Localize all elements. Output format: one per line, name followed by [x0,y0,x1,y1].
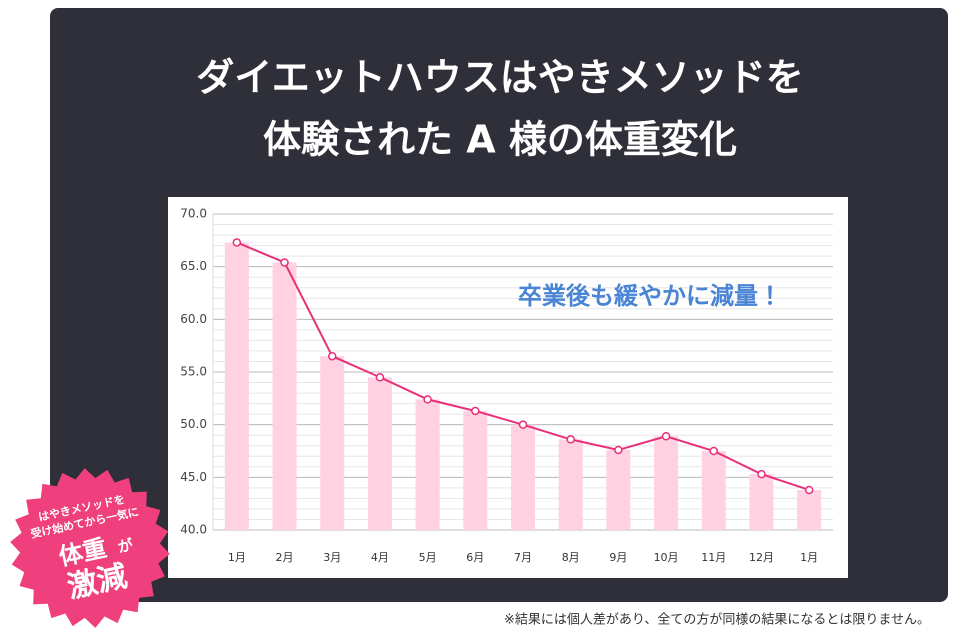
x-tick-label: 6月 [466,551,484,564]
x-tick-label: 2月 [276,551,294,564]
bar [606,449,631,530]
title-line: ダイエットハウスはやきメソッドを [196,56,804,100]
y-tick-label: 70.0 [180,207,207,221]
point [566,435,575,444]
y-tick-label: 45.0 [180,470,207,484]
x-tick-label: 3月 [323,551,341,564]
bar [320,356,345,530]
x-tick-label: 1月 [228,551,246,564]
x-tick-label: 1月 [800,551,818,564]
chart-area [168,197,848,578]
x-tick-label: 12月 [749,551,774,564]
title-line: 体験された A 様の体重変化 [263,118,737,162]
badge-star [10,468,170,628]
bar [224,242,249,530]
point [757,469,766,479]
y-tick-label: 40.0 [180,523,207,537]
point [471,406,480,416]
bar [415,399,440,530]
point [518,420,528,429]
point [709,446,719,456]
x-tick-label: 9月 [609,551,627,564]
x-tick-label: 4月 [371,551,389,564]
point [232,238,242,247]
y-tick-label: 55.0 [180,365,207,379]
x-tick-label: 7月 [514,551,532,564]
point [375,373,385,382]
y-tick-label: 60.0 [180,312,207,326]
point [661,432,671,441]
point [423,395,432,404]
bar [558,439,583,530]
x-tick-label: 8月 [562,551,580,564]
bar [654,436,679,530]
footnote: ※結果には個人差があり、全ての方が同様の結果になるとは限りません。 [504,612,930,628]
bar [272,262,297,530]
bar [463,410,488,530]
bar [749,474,774,530]
annotation: 卒業後も緩やかに減量！ [518,282,782,310]
y-tick-label: 65.0 [180,259,207,273]
point [280,258,289,267]
point [327,351,337,361]
x-tick-label: 5月 [419,551,437,564]
point [614,445,623,455]
bar [797,489,822,530]
bar [701,451,726,530]
bar [511,424,535,530]
x-tick-label: 11月 [701,551,726,564]
bar [367,377,392,530]
point [804,485,814,495]
x-tick-label: 10月 [654,551,679,564]
y-tick-label: 50.0 [180,417,207,431]
badge-small: が [116,536,135,557]
